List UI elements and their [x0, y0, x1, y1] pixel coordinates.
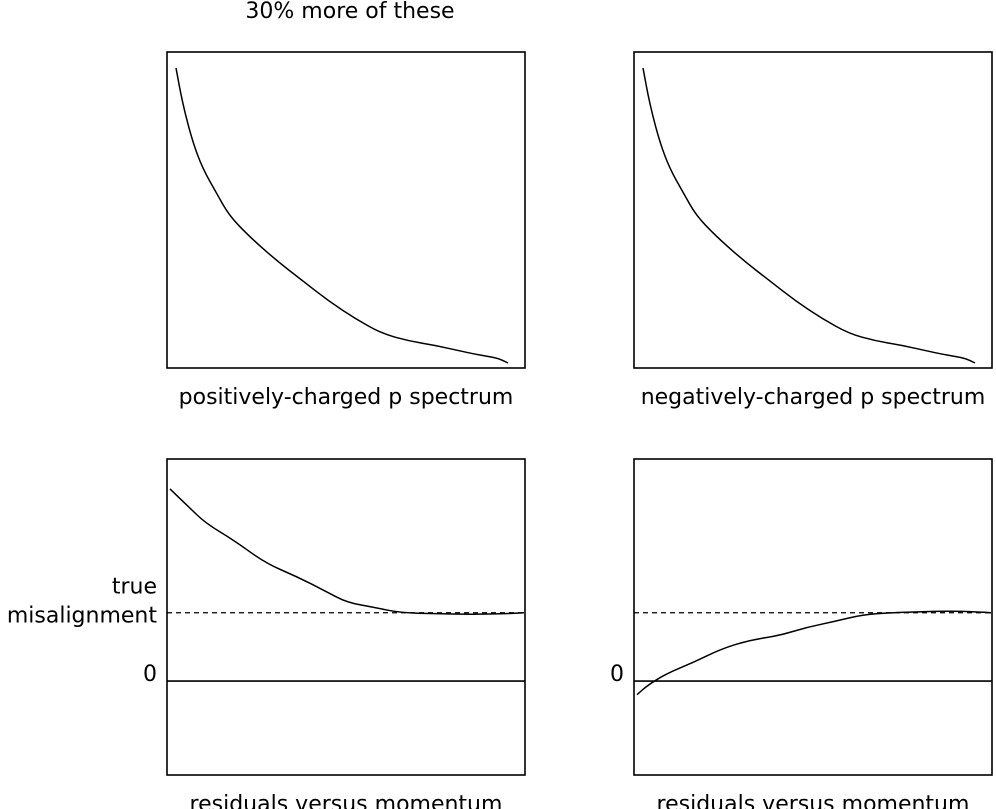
series-line — [169, 488, 525, 615]
x-axis-label: positively-charged p spectrum — [179, 385, 514, 410]
reference-line-label: misalignment — [7, 604, 158, 629]
plot-frame — [633, 51, 993, 369]
x-axis-label: negatively-charged p spectrum — [641, 385, 986, 410]
series-line — [642, 67, 976, 364]
reference-line-label: 0 — [143, 662, 157, 687]
reference-line-label: 0 — [610, 662, 624, 687]
panel-3: true misalignment 0 residuals versus moment… — [7, 458, 526, 809]
plot-frame — [166, 51, 526, 369]
x-axis-label: residuals versus momentum — [657, 792, 970, 809]
series-line — [175, 67, 509, 364]
x-axis-label: residuals versus momentum — [190, 792, 503, 809]
reference-line-label: true — [112, 575, 157, 600]
panel-1: positively-charged p spectrum — [166, 51, 526, 410]
series-line — [636, 610, 992, 696]
panel-4: 0 residuals versus momentum — [610, 458, 993, 809]
plot-frame — [633, 458, 993, 776]
figure-annotation: 30% more of these — [245, 0, 454, 24]
panel-2: negatively-charged p spectrum — [633, 51, 993, 410]
plot-frame — [166, 458, 526, 776]
